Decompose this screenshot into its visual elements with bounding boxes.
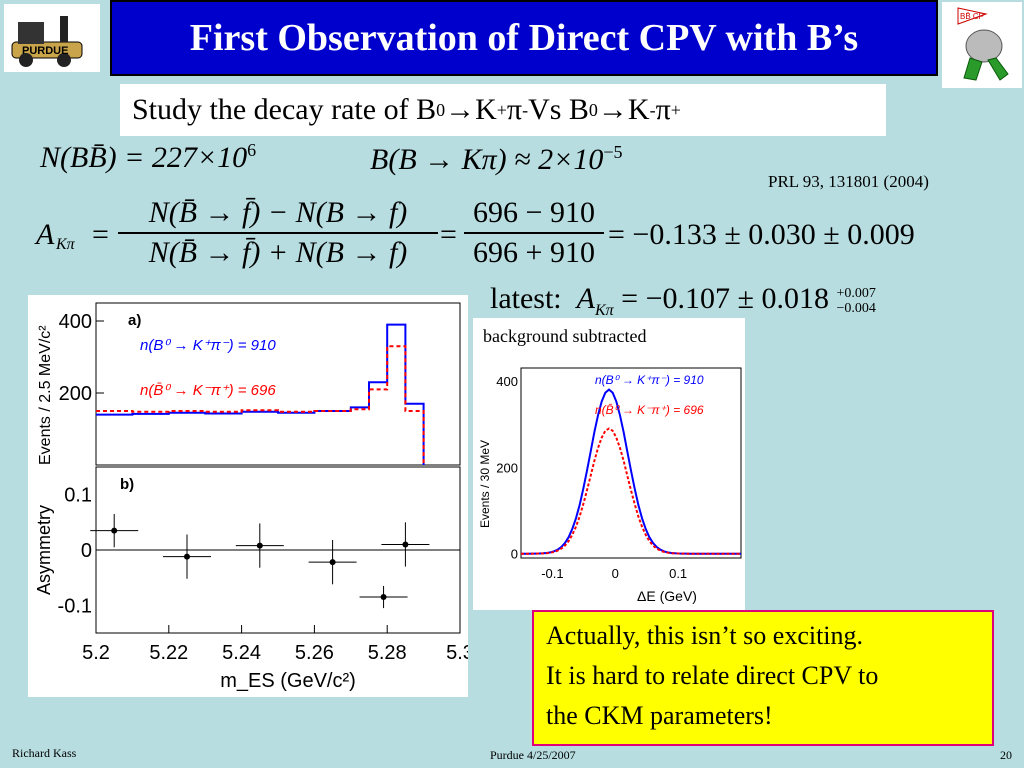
bg-subtracted-label: background subtracted bbox=[483, 326, 647, 346]
mes-plot: 200 400 a) Events / 2.5 MeV/c² n(B⁰ → K⁺π⁻) … bbox=[28, 295, 474, 697]
sup-plus-2: + bbox=[670, 99, 681, 120]
asym-point bbox=[329, 559, 336, 566]
sup-minus-2: - bbox=[649, 99, 656, 120]
eq-asym: A Kπ = N(B̄ → f̄) − N(B → f) N(B̄ → f̄) … bbox=[36, 196, 936, 276]
delta-e-frame bbox=[520, 367, 742, 559]
asym-point bbox=[380, 594, 387, 601]
eq-nbb-exp: 6 bbox=[247, 140, 257, 160]
latest-a: A bbox=[576, 282, 595, 315]
babar-logo: BB̄ CP bbox=[942, 2, 1022, 88]
eq-a-den2: 696 + 910 bbox=[473, 236, 595, 269]
delta-e-ytick-label: 0 bbox=[511, 547, 518, 562]
eq-nbb-text: N(BB̄) = 227×10 bbox=[40, 141, 248, 174]
eq-a-frac1: N(B̄ → f̄) − N(B → f) N(B̄ → f̄) + N(B →… bbox=[118, 196, 438, 270]
subtitle-arrow-k-2: →K bbox=[597, 93, 650, 126]
eq-a-sub: Kπ bbox=[56, 236, 75, 253]
panel-a-ytick-label: 200 bbox=[59, 383, 92, 405]
delta-e-ytick-label: 400 bbox=[496, 374, 518, 389]
footer-author: Richard Kass bbox=[12, 746, 77, 760]
eq-nbb: N(BB̄) = 227×106 bbox=[40, 140, 256, 175]
conclusion-line-3: the CKM parameters! bbox=[546, 701, 773, 730]
conclusion-line-2: It is hard to relate direct CPV to bbox=[546, 661, 879, 690]
latest-value: = −0.107 ± 0.018 bbox=[621, 282, 829, 315]
latest-a-sub: Kπ bbox=[594, 302, 614, 319]
panel-b-xtick-label: 5.22 bbox=[149, 642, 188, 664]
panel-b-ytick-label: -0.1 bbox=[58, 595, 92, 617]
footer-date: Purdue 4/25/2007 bbox=[490, 748, 576, 762]
panel-b-xtick-label: 5.26 bbox=[295, 642, 334, 664]
eq-br-text: B(B → Kπ) ≈ 2×10 bbox=[370, 143, 604, 176]
delta-e-legend-b: n(B⁰ → K⁺π⁻) = 910 bbox=[595, 373, 704, 387]
latest-label: latest: bbox=[490, 282, 562, 315]
panel-a-ytick-label: 400 bbox=[59, 311, 92, 333]
mes-plot-svg: 200 400 a) Events / 2.5 MeV/c² n(B⁰ → K⁺π⁻) … bbox=[34, 302, 474, 692]
latest-down: −0.004 bbox=[836, 301, 876, 317]
sup-plus: + bbox=[496, 99, 507, 120]
slide-title-text: First Observation of Direct CPV with B’s bbox=[189, 17, 859, 59]
elephant-logo-icon: BB̄ CP bbox=[957, 7, 1009, 81]
pi-symbol: π bbox=[506, 93, 523, 126]
delta-e-xtick-label: 0 bbox=[612, 566, 619, 581]
panel-b-xlabel: m_ES (GeV/c²) bbox=[220, 670, 356, 692]
panel-b-xtick-label: 5.2 bbox=[82, 642, 110, 664]
delta-e-legend-bbar: n(B̄⁰ → K⁻π⁺) = 696 bbox=[595, 403, 704, 417]
subtitle-vs: Vs B bbox=[528, 93, 589, 126]
sup-zero: 0 bbox=[436, 99, 446, 120]
eq-a-num2: 696 − 910 bbox=[473, 196, 595, 229]
delta-e-xtick-label: -0.1 bbox=[541, 566, 563, 581]
delta-e-ylabel: Events / 30 MeV bbox=[478, 440, 492, 528]
pi-symbol-2: π bbox=[655, 93, 671, 126]
asym-point bbox=[184, 553, 190, 560]
eq-a-result: = −0.133 ± 0.030 ± 0.009 bbox=[608, 218, 915, 251]
delta-e-plot: background subtracted 0 200 400 -0.1 0 0.1 ΔE … bbox=[473, 318, 745, 610]
eq-br: B(B → Kπ) ≈ 2×10−5 bbox=[370, 142, 623, 177]
asym-point bbox=[402, 541, 409, 548]
logo-text: PURDUE bbox=[22, 45, 68, 57]
histogram-series-0 bbox=[96, 323, 425, 465]
eq-a-equals: = bbox=[92, 218, 109, 251]
panel-a-legend-b: n(B⁰ → K⁺π⁻) = 910 bbox=[140, 337, 276, 354]
delta-e-xtick-label: 0.1 bbox=[669, 566, 687, 581]
sup-minus: - bbox=[522, 99, 529, 120]
eq-a-equals-2: = bbox=[440, 218, 457, 251]
eq-a-frac2: 696 − 910 696 + 910 bbox=[464, 196, 604, 270]
latest-eq: latest: AKπ = −0.107 ± 0.018 +0.007 −0.0… bbox=[490, 282, 876, 320]
panel-b-ytick-label: 0 bbox=[81, 540, 92, 562]
delta-e-plot-svg: 0 200 400 -0.1 0 0.1 ΔE (GeV) Events / 30 MeV n(… bbox=[478, 367, 742, 604]
slide-title: First Observation of Direct CPV with B’s bbox=[110, 0, 938, 76]
eq-a-lhs: A bbox=[36, 218, 55, 251]
asym-point bbox=[256, 542, 263, 549]
panel-b-ytick-label: 0.1 bbox=[64, 485, 92, 507]
footer-page-number: 20 bbox=[1000, 748, 1012, 762]
panel-a-ylabel: Events / 2.5 MeV/c² bbox=[37, 325, 54, 465]
panel-a-legend-bbar: n(B̄⁰ → K⁻π⁺) = 696 bbox=[140, 382, 276, 399]
subtitle: Study the decay rate of B 0 →K + π - Vs B 0 →K -… bbox=[120, 84, 886, 136]
subtitle-prefix: Study the decay rate of B bbox=[132, 93, 437, 126]
citation: PRL 93, 131801 (2004) bbox=[768, 172, 929, 191]
sup-zero-2: 0 bbox=[588, 99, 598, 120]
subtitle-arrow-k: →K bbox=[445, 93, 497, 126]
histogram-series-1 bbox=[96, 345, 425, 465]
logo-flag-text: BB̄ CP bbox=[960, 12, 984, 21]
gaussian-series-1 bbox=[521, 427, 741, 555]
eq-a-num: N(B̄ → f̄) − N(B → f) bbox=[148, 196, 408, 229]
panel-b-label: b) bbox=[120, 476, 134, 493]
conclusion-box: Actually, this isn’t so exciting. It is … bbox=[532, 610, 994, 746]
panel-b-xtick-label: 5.28 bbox=[368, 642, 407, 664]
panel-a-frame bbox=[95, 302, 461, 466]
eq-br-exp: −5 bbox=[603, 142, 623, 162]
asym-point bbox=[111, 527, 118, 534]
purdue-logo: PURDUE bbox=[4, 4, 100, 72]
conclusion-line-1: Actually, this isn’t so exciting. bbox=[546, 621, 864, 650]
panel-b-xtick-label: 5.3 bbox=[446, 642, 468, 664]
panel-a-label: a) bbox=[128, 312, 141, 329]
latest-up: +0.007 bbox=[836, 286, 876, 302]
panel-b-ylabel: Asymmetry bbox=[34, 505, 54, 595]
eq-a-den: N(B̄ → f̄) + N(B → f) bbox=[148, 236, 408, 269]
train-logo-icon: PURDUE bbox=[11, 16, 83, 67]
panel-b-xtick-label: 5.24 bbox=[222, 642, 261, 664]
delta-e-xlabel: ΔE (GeV) bbox=[637, 588, 697, 604]
delta-e-ytick-label: 200 bbox=[496, 460, 518, 475]
